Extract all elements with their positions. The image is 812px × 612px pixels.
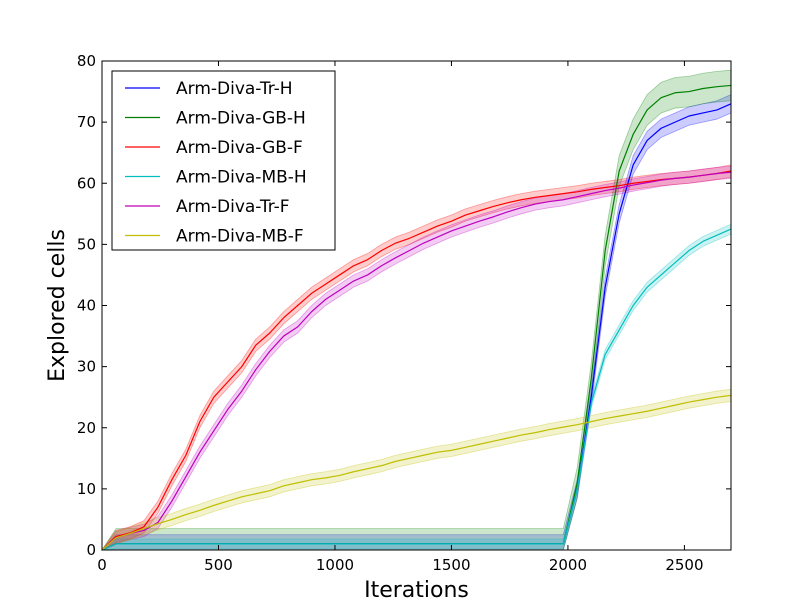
x-tick-label: 1500 (432, 556, 470, 574)
legend-label: Arm-Diva-Tr-H (176, 79, 293, 99)
y-tick-label: 0 (86, 541, 96, 559)
y-tick-label: 20 (77, 419, 96, 437)
y-tick-label: 30 (77, 358, 96, 376)
y-tick-label: 80 (77, 52, 96, 70)
legend-label: Arm-Diva-Tr-F (176, 197, 290, 217)
x-tick-label: 2500 (665, 556, 703, 574)
series-lines (101, 84, 732, 551)
line-arm-diva-mb-h (101, 228, 732, 551)
y-tick-label: 40 (77, 297, 96, 315)
legend-label: Arm-Diva-MB-H (176, 168, 307, 188)
line-arm-diva-tr-f (101, 171, 732, 551)
y-tick-label: 70 (77, 113, 96, 131)
x-tick-label: 2000 (549, 556, 587, 574)
x-tick-label: 1000 (316, 556, 354, 574)
legend: Arm-Diva-Tr-H Arm-Diva-GB-H Arm-Diva-GB-F A… (111, 70, 336, 251)
y-tick-label: 10 (77, 480, 96, 498)
y-axis-ticks: 0 10 20 30 40 50 60 70 80 (77, 52, 731, 559)
y-tick-label: 60 (77, 174, 96, 192)
legend-label: Arm-Diva-GB-H (176, 109, 306, 129)
x-axis-label: Iterations (364, 578, 469, 603)
x-tick-label: 0 (97, 556, 107, 574)
legend-label: Arm-Diva-MB-F (176, 227, 304, 247)
x-tick-label: 500 (204, 556, 233, 574)
line-arm-diva-mb-f (101, 394, 732, 551)
legend-label: Arm-Diva-GB-F (176, 138, 303, 158)
y-axis-label: Explored cells (45, 229, 70, 382)
line-arm-diva-gb-f (101, 170, 732, 551)
legend-frame (111, 70, 336, 251)
y-tick-label: 50 (77, 235, 96, 253)
x-axis-ticks: 0 500 1000 1500 2000 2500 (97, 61, 704, 574)
